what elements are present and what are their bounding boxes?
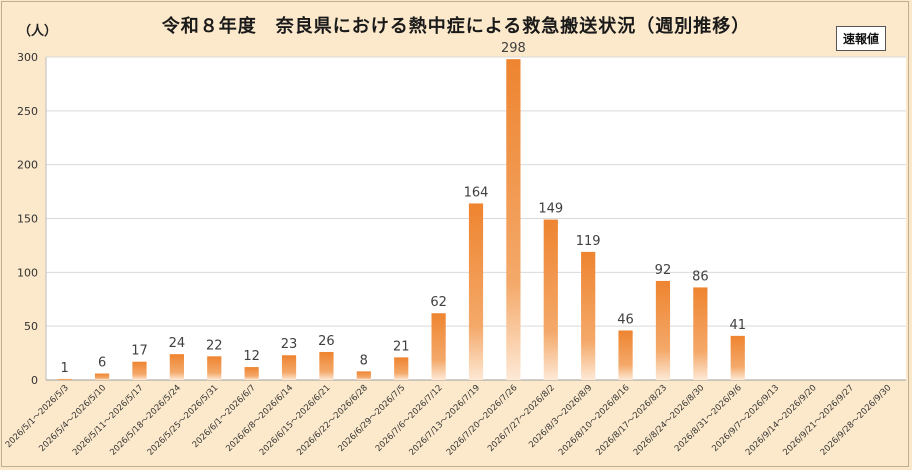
x-tick-label: 2026/8/17～2026/8/23 (594, 383, 669, 458)
y-tick-label: 0 (31, 374, 38, 387)
data-label: 164 (464, 185, 489, 200)
x-tick-label: 2026/5/18～2026/5/24 (108, 383, 183, 458)
x-tick-label: 2026/7/6～2026/7/12 (374, 383, 445, 454)
bar (581, 251, 596, 380)
bar (394, 357, 409, 380)
x-tick-label: 2026/8/10～2026/8/16 (557, 383, 632, 458)
bar (655, 280, 671, 380)
x-tick-label: 2026/8/3～2026/8/9 (527, 383, 594, 450)
data-label: 8 (360, 353, 368, 368)
data-label: 41 (729, 318, 746, 333)
x-tick-label: 2026/7/13～2026/7/19 (407, 383, 482, 458)
x-tick-label: 2026/5/4～2026/5/10 (37, 383, 108, 454)
x-tick-label: 2026/7/20～2026/7/26 (445, 383, 520, 458)
x-tick-label: 2026/9/21～2026/9/27 (781, 383, 856, 458)
bar (244, 367, 259, 380)
y-tick-label: 150 (17, 213, 38, 226)
bar (57, 378, 72, 380)
x-tick-label: 2026/6/8～2026/6/14 (224, 383, 295, 454)
data-label: 1 (61, 361, 69, 376)
bar (431, 313, 446, 380)
y-tick-label: 200 (17, 159, 38, 172)
x-tick-label: 2026/7/27～2026/8/2 (486, 383, 557, 454)
bar (356, 371, 371, 380)
data-label: 149 (538, 202, 563, 217)
data-label: 92 (655, 263, 672, 278)
bar (693, 287, 708, 380)
x-tick-label: 2026/5/11～2026/5/17 (71, 383, 146, 458)
data-label: 298 (501, 41, 526, 56)
y-tick-label: 300 (17, 51, 38, 64)
x-tick-label: 2026/5/1～2026/5/3 (4, 383, 71, 450)
x-tick-label: 2026/8/31～2026/9/6 (673, 383, 744, 454)
chart-title: 令和８年度 奈良県における熱中症による救急搬送状況（週別推移） (161, 16, 751, 37)
y-axis-unit-label: （人） (18, 24, 58, 39)
x-axis: 2026/5/1～2026/5/32026/5/4～2026/5/102026/… (4, 383, 894, 458)
preliminary-badge: 速報値 (836, 26, 887, 51)
x-tick-label: 2026/5/25～2026/5/31 (146, 383, 221, 458)
bar (169, 354, 184, 380)
x-tick-label: 2026/9/14～2026/9/20 (744, 383, 819, 458)
x-tick-label: 2026/6/15～2026/6/21 (258, 383, 333, 458)
bar (319, 352, 334, 380)
x-tick-label: 2026/6/22～2026/6/28 (295, 383, 370, 458)
bar (94, 373, 110, 380)
data-label: 23 (281, 337, 298, 352)
data-label: 6 (98, 356, 106, 371)
data-label: 17 (131, 344, 148, 359)
bar (618, 330, 633, 380)
data-label: 12 (243, 349, 260, 364)
y-tick-label: 100 (17, 266, 38, 279)
bar (132, 361, 147, 380)
bar (207, 356, 222, 380)
data-label: 22 (206, 338, 223, 353)
x-tick-label: 2026/6/1～2026/6/7 (191, 383, 258, 450)
data-label: 119 (576, 234, 601, 249)
x-tick-label: 2026/9/28～2026/9/30 (819, 383, 894, 458)
data-label: 21 (393, 339, 410, 354)
x-tick-label: 2026/8/24～2026/8/30 (632, 383, 707, 458)
y-tick-label: 50 (24, 320, 38, 333)
data-label: 86 (692, 269, 709, 284)
x-tick-label: 2026/6/29～2026/7/5 (336, 383, 407, 454)
data-label: 62 (430, 295, 447, 310)
data-labels: 1 6 17 24 22 12 23 26 8 21 62 164 298 149 119 46 92 86 41 (61, 41, 746, 376)
bars (57, 59, 745, 381)
data-label: 26 (318, 334, 335, 349)
x-tick-label: 2026/9/7～2026/9/13 (710, 383, 781, 454)
bar (468, 203, 484, 380)
y-tick-label: 250 (17, 105, 38, 118)
data-label: 46 (617, 312, 634, 327)
bar (506, 59, 521, 381)
bar (730, 335, 745, 380)
bar (281, 355, 297, 380)
data-label: 24 (169, 336, 186, 351)
bar (543, 219, 558, 380)
